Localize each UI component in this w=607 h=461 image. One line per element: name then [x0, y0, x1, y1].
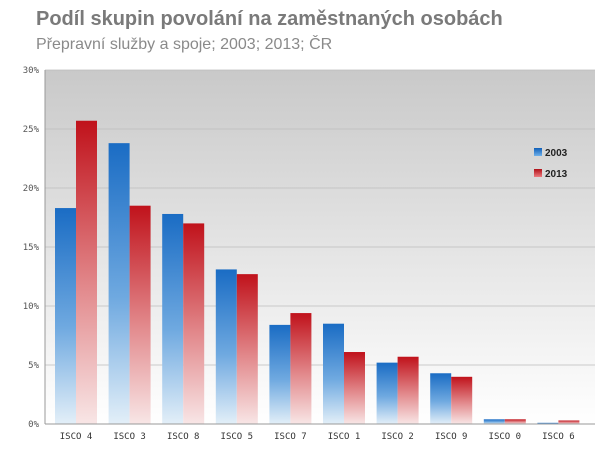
bar-2013-isco-1	[344, 352, 365, 424]
x-category-label: ISCO 2	[381, 432, 414, 442]
x-category-label: ISCO 9	[435, 432, 468, 442]
y-tick-label: 30%	[23, 66, 40, 76]
bar-2003-isco-7	[269, 324, 291, 424]
legend-swatch	[534, 148, 542, 156]
bar-2003-isco-1	[323, 323, 344, 424]
y-tick-label: 10%	[23, 302, 40, 312]
x-category-label: ISCO 5	[221, 432, 254, 442]
bar-2003-isco-4	[55, 208, 76, 424]
bar-2013-isco-6	[558, 420, 580, 424]
bar-2013-isco-5	[236, 274, 258, 424]
bar-2003-isco-0	[483, 419, 505, 424]
bar-2013-isco-0	[504, 419, 526, 424]
x-category-label: ISCO 1	[328, 432, 361, 442]
legend-label: 2003	[545, 148, 568, 159]
y-tick-label: 5%	[28, 361, 39, 371]
bar-2003-isco-6	[537, 422, 559, 424]
chart-title: Podíl skupin povolání na zaměstnaných os…	[36, 8, 503, 30]
x-category-label: ISCO 7	[274, 432, 307, 442]
legend-swatch	[534, 169, 542, 177]
x-category-label: ISCO 4	[60, 432, 93, 442]
bar-2003-isco-3	[108, 143, 130, 424]
bar-2003-isco-2	[376, 362, 398, 424]
y-tick-label: 20%	[23, 184, 40, 194]
bar-2013-isco-9	[451, 376, 473, 424]
bar-2013-isco-4	[76, 120, 97, 425]
bar-2013-isco-8	[183, 223, 205, 424]
y-tick-label: 25%	[23, 125, 40, 135]
y-tick-label: 0%	[28, 420, 39, 430]
bar-2013-isco-7	[290, 313, 312, 424]
bar-2003-isco-5	[215, 269, 237, 424]
x-category-label: ISCO 0	[489, 432, 522, 442]
x-category-label: ISCO 6	[542, 432, 575, 442]
x-category-label: ISCO 8	[167, 432, 200, 442]
chart-subtitle: Přepravní služby a spoje; 2003; 2013; ČR	[36, 36, 333, 53]
bar-2003-isco-8	[162, 213, 184, 424]
bar-2013-isco-2	[397, 356, 419, 424]
legend-label: 2013	[545, 169, 568, 180]
x-category-label: ISCO 3	[113, 432, 146, 442]
bar-2003-isco-9	[430, 373, 452, 424]
y-tick-label: 15%	[23, 243, 40, 253]
bar-2013-isco-3	[129, 205, 151, 424]
